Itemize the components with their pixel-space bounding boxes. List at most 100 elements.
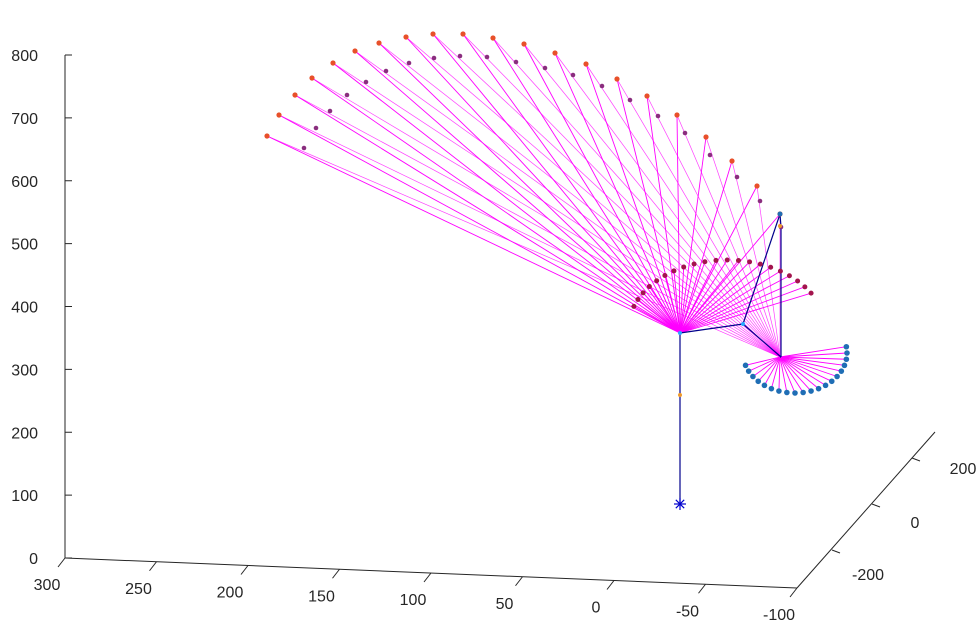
- fan-line: [616, 78, 681, 334]
- outer-arc-point: [403, 34, 409, 40]
- lower-arc-point: [844, 350, 850, 356]
- fan-line: [676, 114, 781, 358]
- fan-line: [462, 33, 681, 334]
- lower-arc-point: [750, 373, 756, 380]
- middle-arc-point: [363, 79, 369, 85]
- lower-arc-point: [776, 388, 782, 394]
- outer-arc-point: [521, 41, 527, 47]
- fan-line: [378, 42, 681, 334]
- inner-arc-point: [702, 259, 708, 265]
- z-tick-label: 700: [11, 111, 38, 128]
- fan-line: [405, 36, 781, 358]
- lower-arc-point: [768, 385, 775, 392]
- x-tick-label: 150: [308, 588, 335, 605]
- lower-arc-point: [755, 378, 762, 385]
- outer-arc-point: [644, 93, 650, 99]
- upper-fan-lines: [266, 33, 812, 358]
- x-tick-label: 300: [34, 577, 61, 594]
- fan-line: [523, 43, 781, 358]
- inner-arc-point: [735, 257, 741, 263]
- fan-line: [752, 356, 781, 377]
- fan-line: [679, 275, 790, 334]
- middle-arc-point: [327, 108, 333, 114]
- fan-line: [778, 356, 781, 392]
- x-tick: [332, 568, 340, 579]
- fan-line: [779, 356, 838, 377]
- fan-line: [779, 356, 842, 372]
- fan-line: [779, 356, 796, 394]
- outer-arc-point: [264, 133, 270, 139]
- middle-arc-point: [406, 60, 412, 66]
- x-tick-label: -50: [676, 603, 699, 620]
- outer-arc-point: [460, 31, 466, 37]
- lower-arc-point: [822, 382, 829, 389]
- inner-arc-point: [795, 278, 801, 284]
- middle-arc-point: [313, 125, 319, 131]
- fan-line: [779, 356, 788, 393]
- fan-line: [764, 356, 781, 386]
- middle-arc-point: [734, 174, 740, 180]
- fan-line: [679, 160, 733, 334]
- x-tick: [57, 557, 66, 568]
- tick-marks: [57, 54, 921, 598]
- fan-line: [679, 136, 707, 334]
- fan-line: [294, 94, 681, 334]
- fan-line: [462, 33, 781, 358]
- inner-arc-point: [808, 290, 814, 296]
- outer-arc-point: [430, 31, 436, 37]
- base-star-marker: [674, 498, 686, 510]
- fan-line: [311, 77, 681, 334]
- joint-point: [678, 393, 682, 397]
- fan-line: [585, 63, 681, 334]
- inner-arc-point: [631, 303, 637, 309]
- lower-arc-point: [815, 385, 822, 392]
- fan-line: [679, 261, 706, 334]
- fan-line: [679, 261, 750, 334]
- arm-link: [742, 213, 781, 325]
- fan-line: [779, 356, 826, 386]
- axes: [64, 55, 936, 589]
- fan-line: [354, 50, 681, 334]
- outer-arc-point: [330, 60, 336, 66]
- fan-line: [432, 33, 681, 334]
- inner-arc-point: [640, 290, 646, 296]
- outer-arc-point: [276, 112, 282, 118]
- x-tick-label: 250: [125, 581, 152, 598]
- fan-line: [679, 263, 695, 334]
- middle-arc-point: [344, 92, 350, 98]
- fan-line: [779, 346, 847, 358]
- inner-arc-point: [654, 278, 660, 284]
- fan-line: [646, 95, 781, 358]
- lower-arc-point: [828, 378, 835, 385]
- middle-arc-point: [757, 198, 763, 204]
- lower-arc-point: [843, 356, 850, 363]
- fan-line: [779, 356, 819, 389]
- outer-arc-point: [309, 75, 315, 81]
- x-tick-label: 100: [400, 592, 427, 609]
- fan-line: [266, 135, 781, 358]
- fan-line: [779, 356, 847, 360]
- inner-arc-point: [786, 273, 792, 279]
- fan-line: [679, 185, 758, 334]
- lower-arc-point: [800, 389, 806, 396]
- lower-arc-point: [784, 389, 790, 396]
- y-tick-label: -200: [852, 567, 884, 584]
- inner-arc-point: [635, 296, 641, 302]
- y-axis-line: [796, 431, 936, 589]
- lower-arc-point: [838, 368, 845, 374]
- lower-fan-lines: [745, 346, 848, 394]
- fan-line: [523, 43, 681, 334]
- middle-arc-point: [431, 55, 437, 61]
- z-tick-label: 100: [11, 488, 38, 505]
- z-tick-label: 300: [11, 362, 38, 379]
- y-tick: [871, 503, 881, 508]
- joint-point: [778, 224, 782, 228]
- fan-line: [554, 52, 781, 358]
- lower-arc-point: [792, 390, 798, 396]
- inner-arc-point: [662, 273, 668, 279]
- y-tick-label: 0: [911, 515, 920, 532]
- middle-arc-point: [599, 83, 605, 89]
- fan-line: [756, 185, 781, 358]
- fan-line: [679, 286, 806, 334]
- fan-line: [745, 356, 781, 366]
